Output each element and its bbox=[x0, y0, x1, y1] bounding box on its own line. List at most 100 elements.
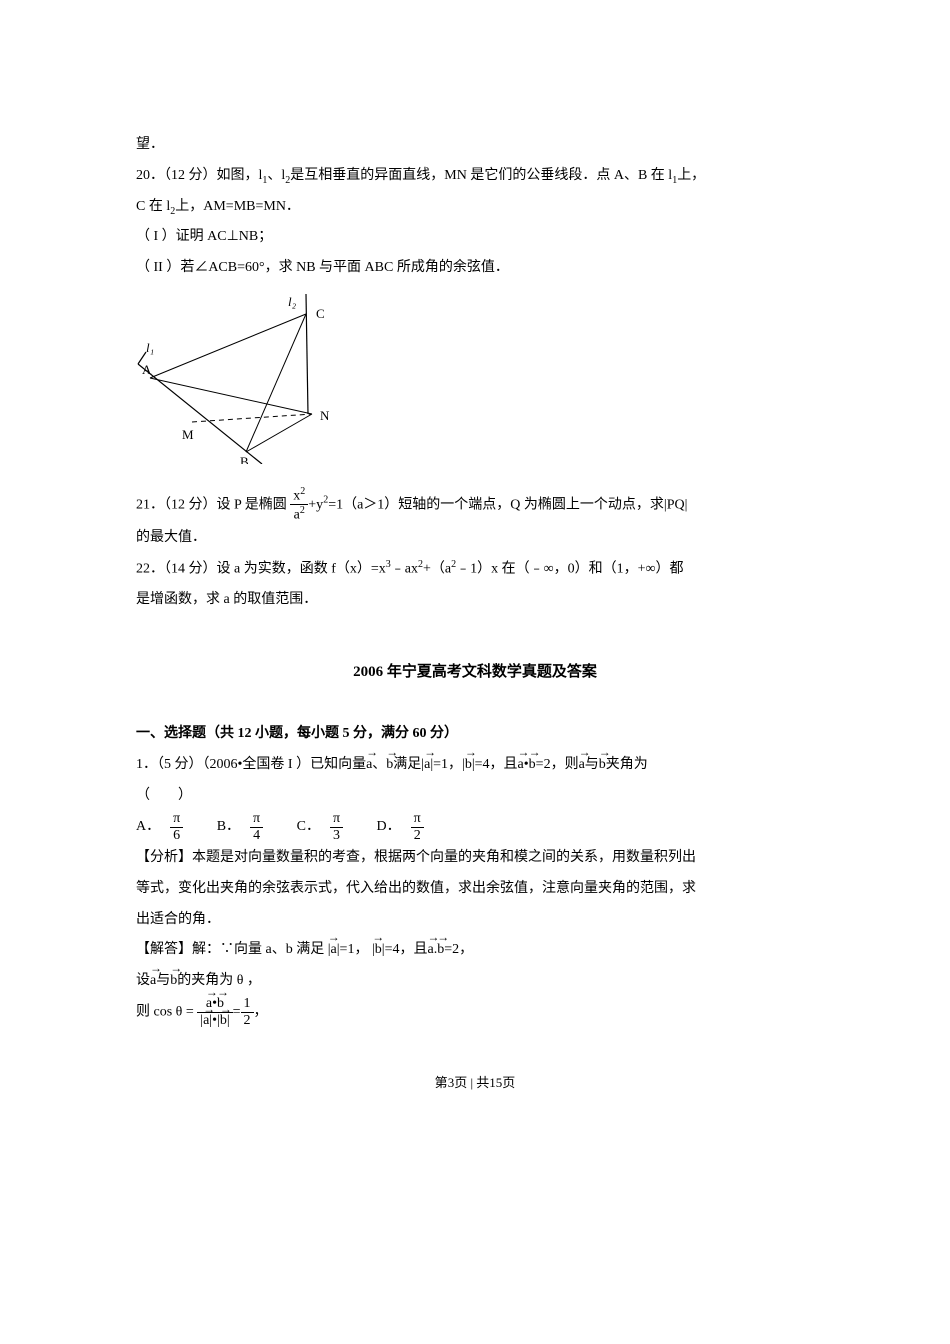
page-content: 望． 20．（12 分）如图，l1、l2是互相垂直的异面直线，MN 是它们的公垂… bbox=[0, 0, 950, 1127]
svg-text:B: B bbox=[240, 454, 249, 464]
fraction: π2 bbox=[411, 812, 434, 843]
geometry-diagram: A M B N C l₁ l₂ bbox=[136, 294, 814, 477]
text: 21．（12 分）设 P 是椭圆 bbox=[136, 497, 287, 512]
vector-b-icon: b bbox=[465, 750, 472, 781]
option-c: C．π3 bbox=[297, 819, 363, 834]
text: C 在 l bbox=[136, 199, 170, 214]
vector-a-icon: a bbox=[150, 966, 156, 997]
analysis-line: 【分析】本题是对向量数量积的考查，根据两个向量的夹角和模之间的关系，用数量积列出 bbox=[136, 843, 814, 874]
text-line: 是增函数，求 a 的取值范围． bbox=[136, 585, 814, 616]
vector-b-icon: b bbox=[529, 750, 536, 781]
text: =2，则 bbox=[536, 757, 579, 772]
text: 夹角为 bbox=[606, 757, 648, 772]
den: |a|•|b| bbox=[197, 1013, 232, 1028]
options-row: A．π6 B．π4 C．π3 D．π2 bbox=[136, 812, 814, 844]
vector-a-icon: a bbox=[427, 935, 433, 966]
text: 22．（14 分）设 a 为实数，函数 f（x）=x bbox=[136, 562, 386, 577]
text: 上， bbox=[677, 168, 705, 183]
comma: ， bbox=[254, 1005, 268, 1020]
fraction: x2 a2 bbox=[290, 487, 308, 523]
label: B． bbox=[217, 819, 240, 834]
sup: 2 bbox=[300, 505, 305, 516]
abs-vec-a: |a| bbox=[328, 935, 340, 966]
text: =2， bbox=[444, 942, 473, 957]
text-line: C 在 l2上，AM=MB=MN． bbox=[136, 192, 814, 223]
text: 20．（12 分）如图，l bbox=[136, 168, 262, 183]
question-1: 1．（5 分）（2006•全国卷 I ）已知向量a、b满足|a|=1，|b|=4… bbox=[136, 750, 814, 781]
text: +y bbox=[308, 497, 323, 512]
vector-a-icon: a bbox=[203, 1014, 209, 1028]
text: 是互相垂直的异面直线，MN 是它们的公垂线段．点 A、B 在 l bbox=[290, 168, 672, 183]
label: D． bbox=[377, 819, 401, 834]
problem-20: 20．（12 分）如图，l1、l2是互相垂直的异面直线，MN 是它们的公垂线段．… bbox=[136, 161, 814, 192]
text: ﹣1）x 在（﹣∞，0）和（1，+∞）都 bbox=[456, 562, 683, 577]
text: 设 bbox=[136, 973, 150, 988]
problem-22: 22．（14 分）设 a 为实数，函数 f（x）=x3﹣ax2+（a2﹣1）x … bbox=[136, 554, 814, 585]
analysis-line: 出适合的角． bbox=[136, 905, 814, 936]
abs-vec-b: |b| bbox=[372, 935, 385, 966]
text-line: （ I ）证明 AC⊥NB； bbox=[136, 222, 814, 253]
vector-a-icon: a bbox=[366, 750, 372, 781]
vector-a-icon: a bbox=[424, 750, 430, 781]
option-a: A．π6 bbox=[136, 819, 203, 834]
text: 1．（5 分）（2006•全国卷 I ）已知向量 bbox=[136, 757, 366, 772]
solution-line: 【解答】解：∵向量 a、b 满足 |a|=1， |b|=4，且a.b=2， bbox=[136, 935, 814, 966]
label: A． bbox=[136, 819, 160, 834]
answer-blank: （ ） bbox=[136, 781, 814, 812]
page-total: 15 bbox=[489, 1075, 502, 1090]
text: 【解答】解：∵向量 a、b 满足 bbox=[136, 942, 328, 957]
svg-text:l₁: l₁ bbox=[146, 340, 154, 355]
den: 2 bbox=[411, 828, 424, 843]
eq: = bbox=[233, 1005, 241, 1020]
diagram-svg: A M B N C l₁ l₂ bbox=[136, 294, 356, 464]
fraction: 12 bbox=[241, 997, 254, 1028]
den: 6 bbox=[170, 828, 183, 843]
num: π bbox=[330, 812, 343, 828]
option-d: D．π2 bbox=[377, 819, 444, 834]
svg-text:l₂: l₂ bbox=[288, 294, 297, 309]
text: 与 bbox=[156, 973, 170, 988]
text: 则 cos θ = bbox=[136, 1005, 194, 1020]
text: =4，且 bbox=[385, 942, 428, 957]
text: =1（a＞1）短轴的一个端点，Q 为椭圆上一个动点，求|PQ| bbox=[328, 497, 687, 512]
vector-b-icon: b bbox=[220, 1014, 227, 1028]
svg-text:M: M bbox=[182, 427, 194, 442]
text: 页 | 共 bbox=[454, 1075, 489, 1090]
text-line: 的最大值． bbox=[136, 523, 814, 554]
text: ﹣ax bbox=[391, 562, 418, 577]
text: 第 bbox=[435, 1075, 448, 1090]
num: π bbox=[170, 812, 183, 828]
text-line: 望． bbox=[136, 130, 814, 161]
analysis-line: 等式，变化出夹角的余弦表示式，代入给出的数值，求出余弦值，注意向量夹角的范围，求 bbox=[136, 874, 814, 905]
text: 满足| bbox=[393, 757, 424, 772]
text: 、 bbox=[372, 757, 386, 772]
svg-text:A: A bbox=[142, 362, 152, 377]
label: C． bbox=[297, 819, 320, 834]
num: π bbox=[250, 812, 263, 828]
vector-a-icon: a bbox=[579, 750, 585, 781]
vector-b-icon: b bbox=[599, 750, 606, 781]
svg-text:C: C bbox=[316, 306, 325, 321]
text: 与 bbox=[585, 757, 599, 772]
fraction: π4 bbox=[250, 812, 273, 843]
page-footer: 第3页 | 共15页 bbox=[136, 1069, 814, 1098]
fraction: a•b |a|•|b| bbox=[197, 997, 232, 1028]
text: =1， bbox=[340, 942, 372, 957]
vector-a-icon: a bbox=[518, 750, 524, 781]
option-b: B．π4 bbox=[217, 819, 283, 834]
text: |=4，且 bbox=[472, 757, 518, 772]
text: 上，AM=MB=MN． bbox=[175, 199, 300, 214]
vector-b-icon: b bbox=[437, 935, 444, 966]
num: π bbox=[411, 812, 424, 828]
answer-title: 2006 年宁夏高考文科数学真题及答案 bbox=[136, 656, 814, 689]
vector-b-icon: b bbox=[170, 966, 177, 997]
den: 2 bbox=[241, 1013, 254, 1028]
den: 4 bbox=[250, 828, 263, 843]
fraction: π3 bbox=[330, 812, 353, 843]
vector-b-icon: b bbox=[386, 750, 393, 781]
fraction: π6 bbox=[170, 812, 193, 843]
text: 页 bbox=[502, 1075, 515, 1090]
solution-line: 则 cos θ = a•b |a|•|b| =12， bbox=[136, 997, 814, 1029]
den: 3 bbox=[330, 828, 343, 843]
num: 1 bbox=[241, 997, 254, 1013]
